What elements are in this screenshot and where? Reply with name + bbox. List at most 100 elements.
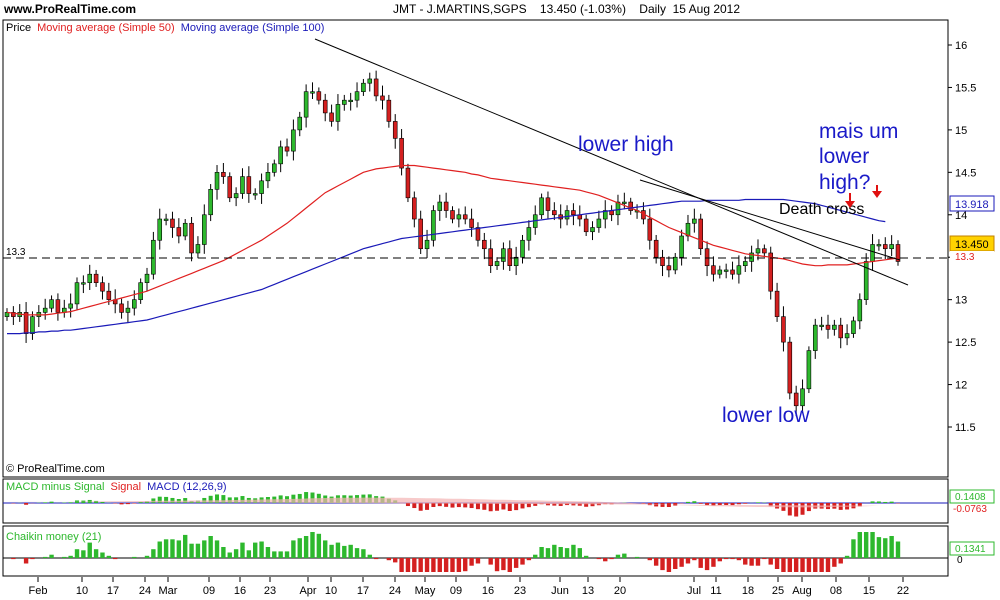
chaikin-bar <box>698 558 703 568</box>
candle-up <box>424 239 430 250</box>
candle-down <box>106 290 112 300</box>
chaikin-bar <box>100 552 105 558</box>
macd-bar <box>208 495 213 503</box>
x-tick-label: Jun <box>551 585 569 597</box>
chaikin-bar <box>564 548 570 558</box>
chaikin-bar <box>42 556 48 558</box>
candle-down <box>450 210 455 220</box>
chaikin-bar <box>93 549 99 558</box>
x-tick-label: Jul <box>687 585 701 597</box>
candle-down <box>774 290 780 317</box>
x-tick-label: 24 <box>389 585 401 597</box>
chaikin-bar <box>418 558 423 572</box>
chaikin-bar <box>494 558 500 572</box>
chaikin-bar <box>800 558 805 572</box>
candle-up <box>354 91 360 101</box>
candle-down <box>11 312 16 317</box>
chaikin-bar <box>883 538 888 558</box>
chaikin-bar <box>361 549 366 558</box>
candle-up <box>310 91 315 94</box>
candle-up <box>214 172 220 190</box>
chaikin-bar <box>386 558 392 561</box>
svg-text:13.450: 13.450 <box>955 239 989 251</box>
candle-up <box>819 324 824 327</box>
annotation-lower: lower <box>819 145 869 168</box>
candle-down <box>405 167 411 199</box>
macd-bar <box>507 503 512 511</box>
candle-up <box>863 261 869 300</box>
chaikin-bar <box>163 539 169 558</box>
chaikin-bar <box>424 558 430 572</box>
macd-bar <box>310 492 315 503</box>
candle-down <box>55 299 61 313</box>
candle-up <box>437 201 443 211</box>
chaikin-bar <box>412 558 417 572</box>
candle-down <box>482 239 487 250</box>
macd-bar <box>221 495 226 503</box>
chaikin-bar <box>838 558 843 564</box>
x-tick-label: Mar <box>159 585 178 597</box>
svg-text:13.918: 13.918 <box>955 199 989 211</box>
macd-bar <box>145 501 150 503</box>
macd-bar <box>24 503 29 505</box>
site-name: www.ProRealTime.com <box>3 2 136 16</box>
chaikin-bar <box>609 558 614 560</box>
macd-bar <box>666 503 671 507</box>
chaikin-bar <box>183 534 188 558</box>
candle-down <box>93 273 99 283</box>
macd-bar <box>87 499 92 503</box>
chaikin-bar <box>539 547 544 558</box>
chaikin-bar <box>132 556 137 558</box>
candle-down <box>653 239 659 258</box>
copyright: © ProRealTime.com <box>6 463 105 475</box>
macd-bar <box>425 503 430 510</box>
macd-bar <box>705 503 710 506</box>
svg-text:0.1341: 0.1341 <box>955 544 986 555</box>
annotation-lower-low: lower low <box>722 404 810 427</box>
x-tick-label: 11 <box>710 585 721 597</box>
candle-up <box>736 265 742 275</box>
chaikin-bar <box>660 558 665 571</box>
candle-down <box>730 269 735 275</box>
candle-up <box>202 214 207 245</box>
candle-down <box>768 252 773 292</box>
macd-bar <box>488 503 493 512</box>
chaikin-bar <box>653 558 659 566</box>
arrow-icon-lower-high <box>872 185 882 198</box>
chaikin-bar <box>62 556 67 558</box>
x-tick-label: 25 <box>772 585 784 597</box>
x-tick-label: 20 <box>614 585 626 597</box>
chaikin-bar <box>844 555 850 558</box>
chaikin-bar <box>323 540 328 558</box>
candle-down <box>100 282 105 292</box>
candle-down <box>787 341 793 394</box>
candle-up <box>278 146 283 165</box>
candle-up <box>138 282 143 300</box>
chaikin-bar <box>666 558 672 572</box>
candle-up <box>494 261 500 267</box>
candle-up <box>348 99 353 102</box>
candle-down <box>583 218 589 233</box>
chaikin-bar <box>501 558 506 571</box>
price-tick-label: 12 <box>955 380 967 392</box>
macd-bar <box>514 503 519 511</box>
candle-up <box>361 82 366 92</box>
candle-up <box>526 227 532 241</box>
chaikin-bar <box>278 551 283 558</box>
candle-up <box>679 235 684 258</box>
chaikin-bar <box>49 554 54 558</box>
chaikin-bar <box>685 558 691 564</box>
candle-down <box>552 210 557 216</box>
candle-up <box>132 299 137 309</box>
macd-bar <box>475 503 480 510</box>
chaikin-bar <box>552 544 557 558</box>
chaikin-bar <box>195 543 201 558</box>
x-tick-label: 16 <box>234 585 246 597</box>
chart-title: JMT - J.MARTINS,SGPS 13.450 (-1.03%) Dai… <box>393 2 740 16</box>
chaikin-bar <box>755 558 761 566</box>
legend-ma100: Moving average (Simple 100) <box>181 22 325 34</box>
macd-bar <box>768 503 773 507</box>
chaikin-bar <box>507 558 512 572</box>
macd-bar <box>711 503 716 506</box>
macd-bar <box>889 501 894 503</box>
